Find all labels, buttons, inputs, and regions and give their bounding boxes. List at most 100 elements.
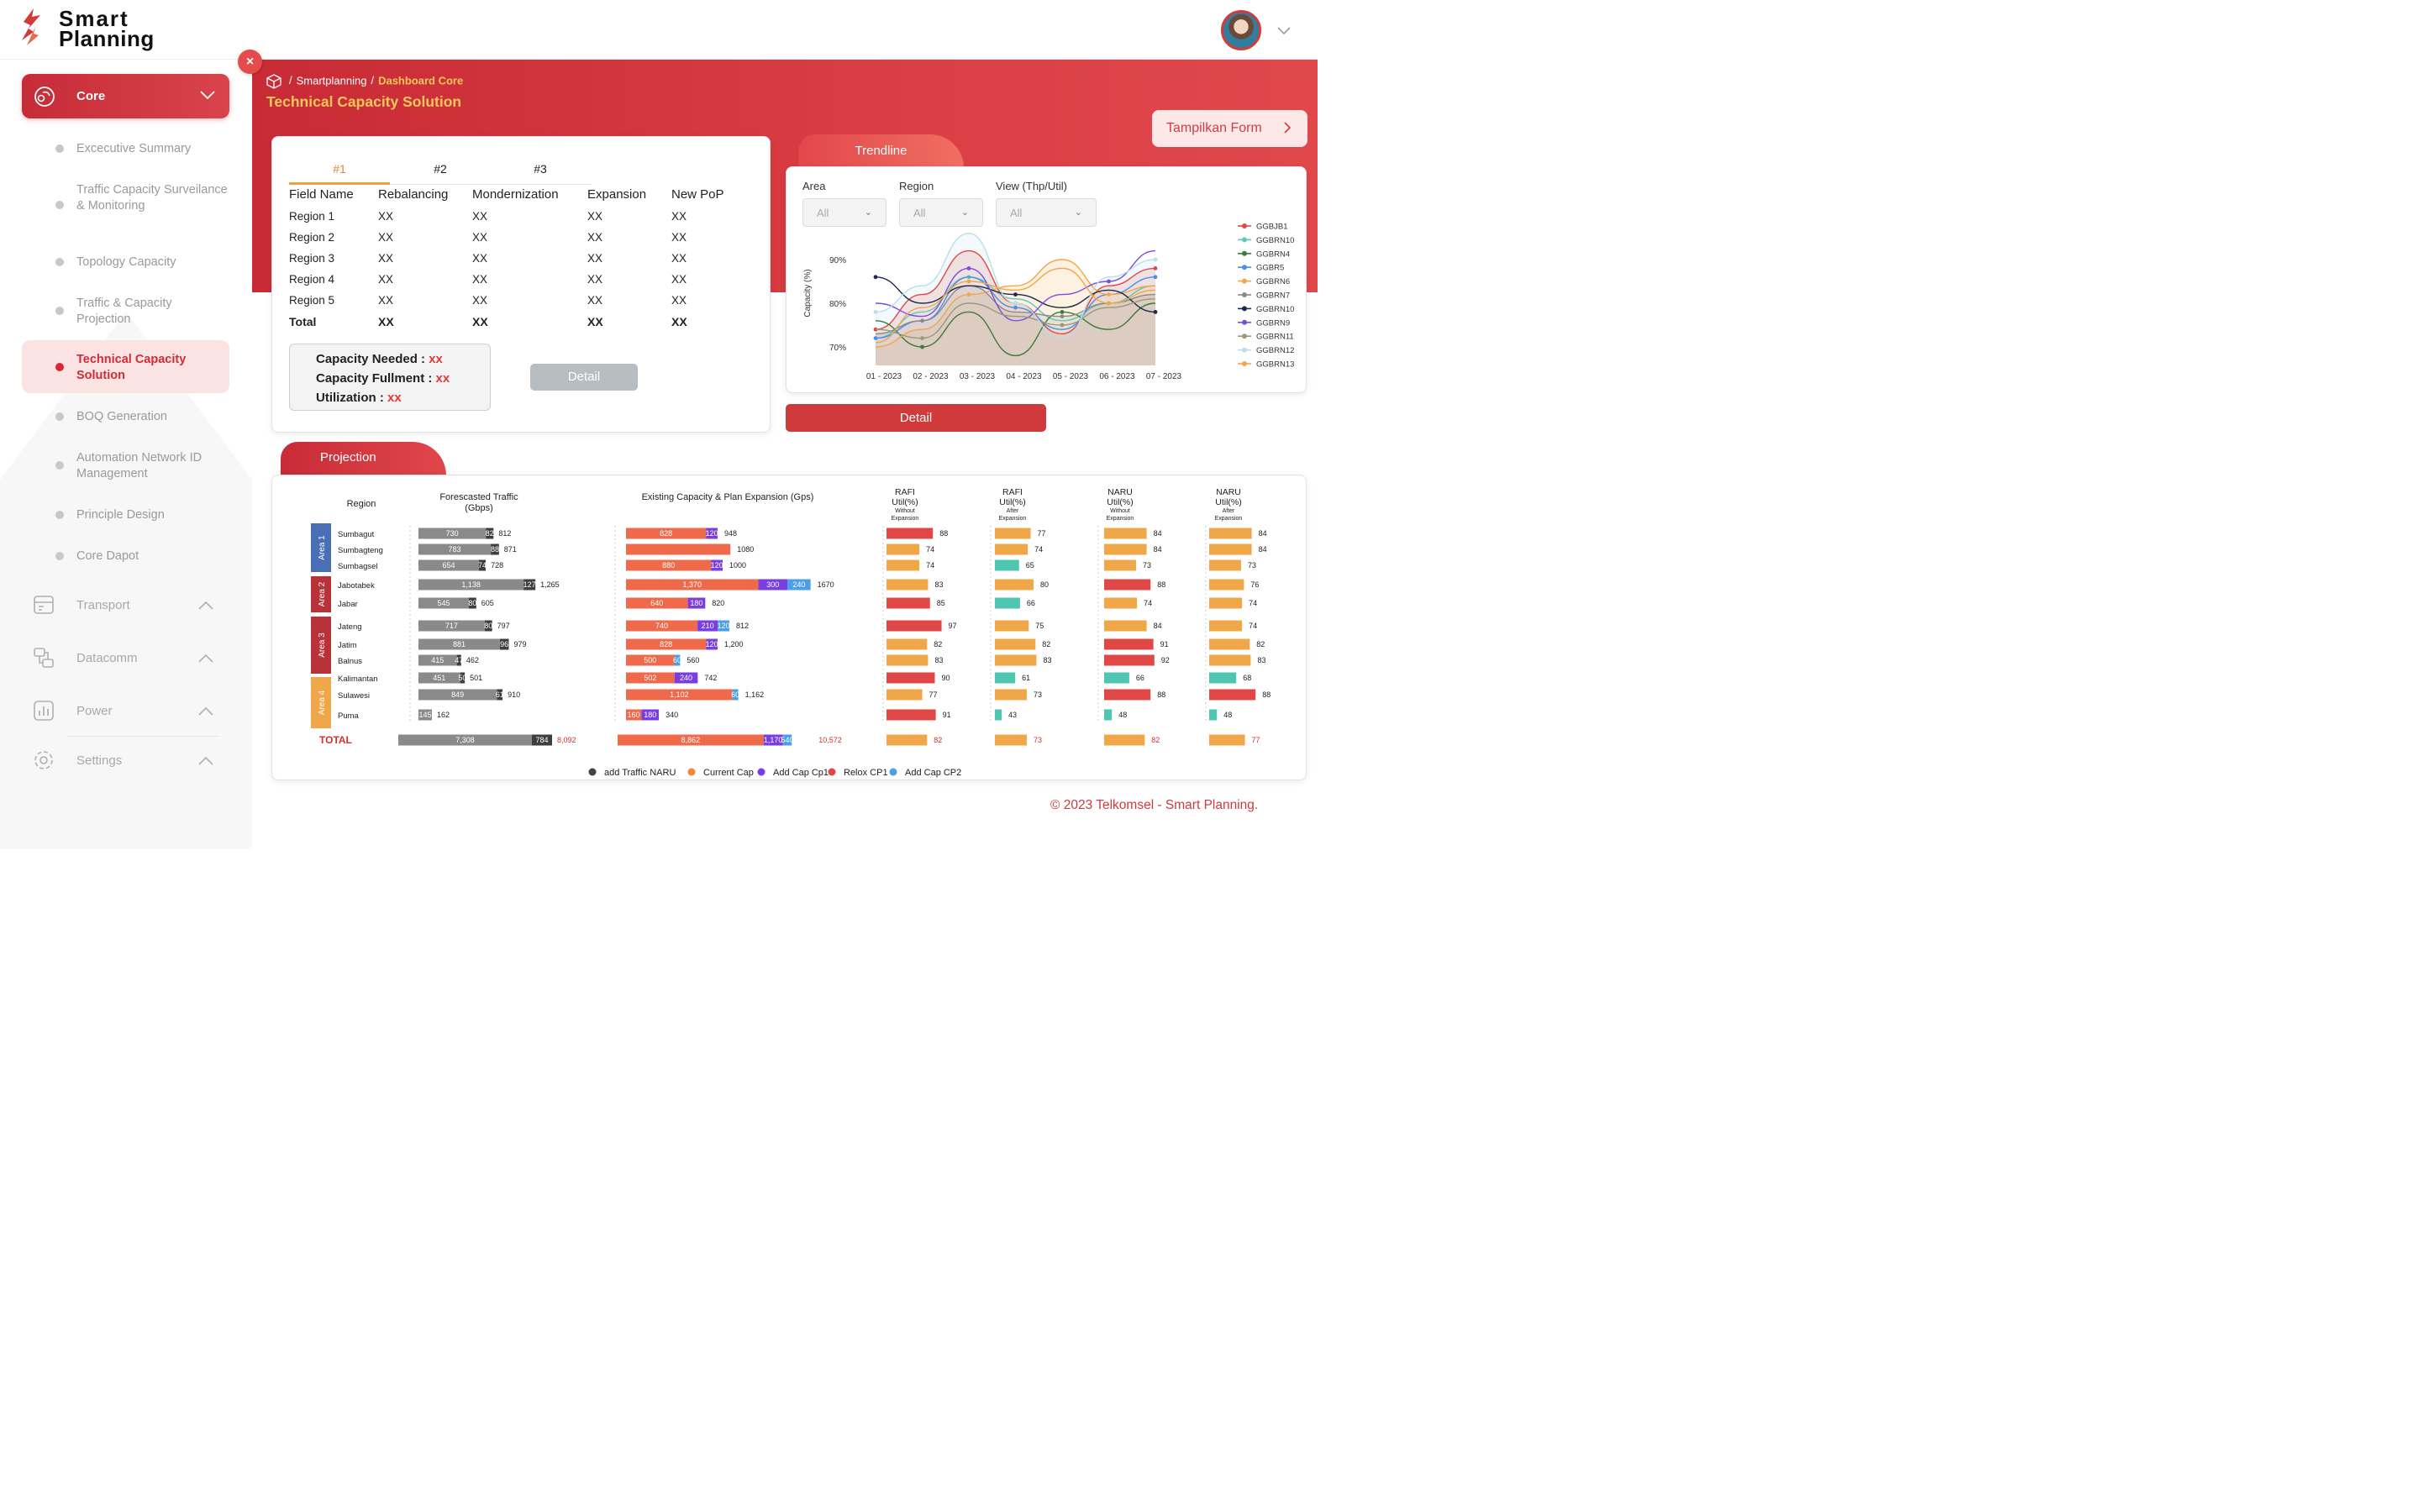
sidebar-group-label: Datacomm (76, 651, 138, 665)
traffic-total-label: 871 (504, 545, 517, 554)
box-icon[interactable] (266, 74, 281, 89)
traffic-add-label: 127 (523, 580, 536, 589)
region-filter-label: Region (899, 180, 934, 192)
util-bar (886, 597, 930, 609)
row-label: Sumbagut (338, 530, 375, 539)
region-filter-select[interactable]: All ⌄ (899, 198, 983, 227)
traffic-total-label: 812 (498, 529, 511, 538)
add-cap-cp1-label: 120 (706, 529, 718, 538)
legend-label: GGBJB1 (1256, 223, 1288, 232)
chevron-down-icon[interactable] (1276, 22, 1292, 39)
sidebar-item-label: Topology Capacity (76, 255, 176, 269)
util-bar (1209, 709, 1218, 721)
traffic-bar (418, 620, 485, 632)
tab-3[interactable]: #3 (534, 162, 547, 176)
core-menu-button[interactable]: Core (22, 74, 229, 118)
core-menu-label: Core (76, 89, 106, 103)
sidebar-item-label: Traffic Capacity Surveilance & Monitorin… (76, 183, 228, 213)
tab-2[interactable]: #2 (434, 162, 447, 176)
util-value-label: 82 (1042, 640, 1050, 648)
detail-button[interactable]: Detail (530, 364, 638, 391)
sidebar-item-label: Excecutive Summary (76, 142, 192, 155)
traffic-header-unit: (Gbps) (465, 503, 493, 513)
show-form-button[interactable]: Tampilkan Form (1152, 110, 1307, 147)
traffic-add-bar (532, 734, 552, 746)
traffic-add-label: 47 (455, 656, 463, 664)
table-header: Expansion (587, 187, 647, 202)
area-filter-select[interactable]: All ⌄ (802, 198, 886, 227)
util-bar (1104, 672, 1129, 684)
row-label: Sulawesi (338, 691, 370, 701)
legend-label: GGBRN7 (1256, 291, 1290, 301)
util-bar (1104, 654, 1155, 666)
add-cap-cp1-label: 180 (644, 711, 656, 719)
capacity-total-label: 1,162 (745, 690, 765, 699)
show-form-label: Tampilkan Form (1166, 121, 1262, 135)
legend-label: Current Cap (703, 768, 754, 778)
util-header-unit: Util(%) (1215, 497, 1242, 507)
util-value-label: 84 (1154, 622, 1162, 630)
trendline-chart: 90% 80% 70% Capacity (%) 01 - 2023 02 - 2023 0… (803, 223, 1294, 382)
util-header-sub: Expansion (1107, 516, 1134, 522)
table-cell: XX (587, 231, 603, 244)
add-cap-cp2-bar (787, 579, 811, 591)
close-sidebar-button[interactable]: × (238, 50, 262, 74)
area-label: Area 4 (318, 690, 327, 715)
sidebar-group-settings[interactable]: Settings (32, 748, 225, 774)
util-header-sub: After (1223, 508, 1235, 514)
table-cell: XX (378, 252, 394, 265)
bullet-dot (55, 201, 64, 209)
projection-tab[interactable]: Projection (281, 442, 446, 475)
sidebar-group-transport[interactable]: Transport (32, 593, 225, 618)
util-bar (1209, 597, 1243, 609)
data-point (920, 336, 924, 340)
trendline-tab[interactable]: Trendline (798, 134, 964, 168)
traffic-bar-label: 145 (418, 711, 431, 719)
capacity-total-label: 948 (724, 529, 737, 538)
breadcrumb-root[interactable]: Smartplanning (296, 74, 367, 87)
legend-label: GGBRN4 (1256, 249, 1290, 259)
util-bar (1104, 620, 1147, 632)
row-label: Puma (338, 711, 360, 721)
current-cap-bar (626, 620, 698, 632)
traffic-bar (418, 597, 469, 609)
row-label: Sumbagteng (338, 546, 383, 555)
util-bar (886, 638, 928, 650)
table-cell: XX (472, 252, 488, 265)
util-bar (1104, 597, 1138, 609)
legend-label: GGBRN10 (1256, 305, 1294, 314)
chevron-up-icon (198, 654, 213, 663)
legend-label: add Traffic NARU (604, 768, 676, 778)
util-bar (1104, 559, 1136, 571)
util-value-label: 77 (1038, 529, 1046, 538)
divider (67, 736, 218, 737)
util-bar (886, 654, 929, 666)
data-point (1153, 275, 1158, 280)
sidebar-group-label: Transport (76, 598, 130, 612)
legend-marker (1242, 306, 1247, 312)
util-value-label: 82 (934, 736, 942, 744)
user-avatar[interactable] (1221, 10, 1261, 50)
add-cap-cp1-label: 120 (706, 640, 718, 648)
sidebar-group-power[interactable]: Power (32, 699, 225, 724)
table-cell: XX (378, 210, 394, 223)
area-band (311, 617, 331, 674)
add-cap-cp2-label: 60 (673, 656, 681, 664)
projection-chart: Region Forescasted Traffic(Gbps) Existing … (311, 487, 1270, 778)
table-cell: Region 2 (289, 231, 335, 244)
trendline-detail-button[interactable]: Detail (786, 404, 1046, 432)
util-bar (1209, 654, 1251, 666)
util-header-name: RAFI (895, 487, 915, 497)
add-cap-cp1-bar (711, 559, 723, 571)
traffic-add-bar (484, 620, 492, 632)
row-label: Sumbagsel (338, 562, 378, 571)
sidebar-group-datacomm[interactable]: Datacomm (32, 646, 225, 671)
tab-1[interactable]: #1 (333, 162, 346, 176)
add-cap-cp2-label: 240 (792, 580, 805, 589)
view-filter-select[interactable]: All ⌄ (996, 198, 1097, 227)
current-cap-label: 160 (628, 711, 640, 719)
x-tick-label: 01 - 2023 (866, 372, 902, 381)
traffic-bar (418, 672, 460, 684)
util-value-label: 68 (1243, 674, 1251, 682)
row-label: Jabar (338, 600, 358, 609)
